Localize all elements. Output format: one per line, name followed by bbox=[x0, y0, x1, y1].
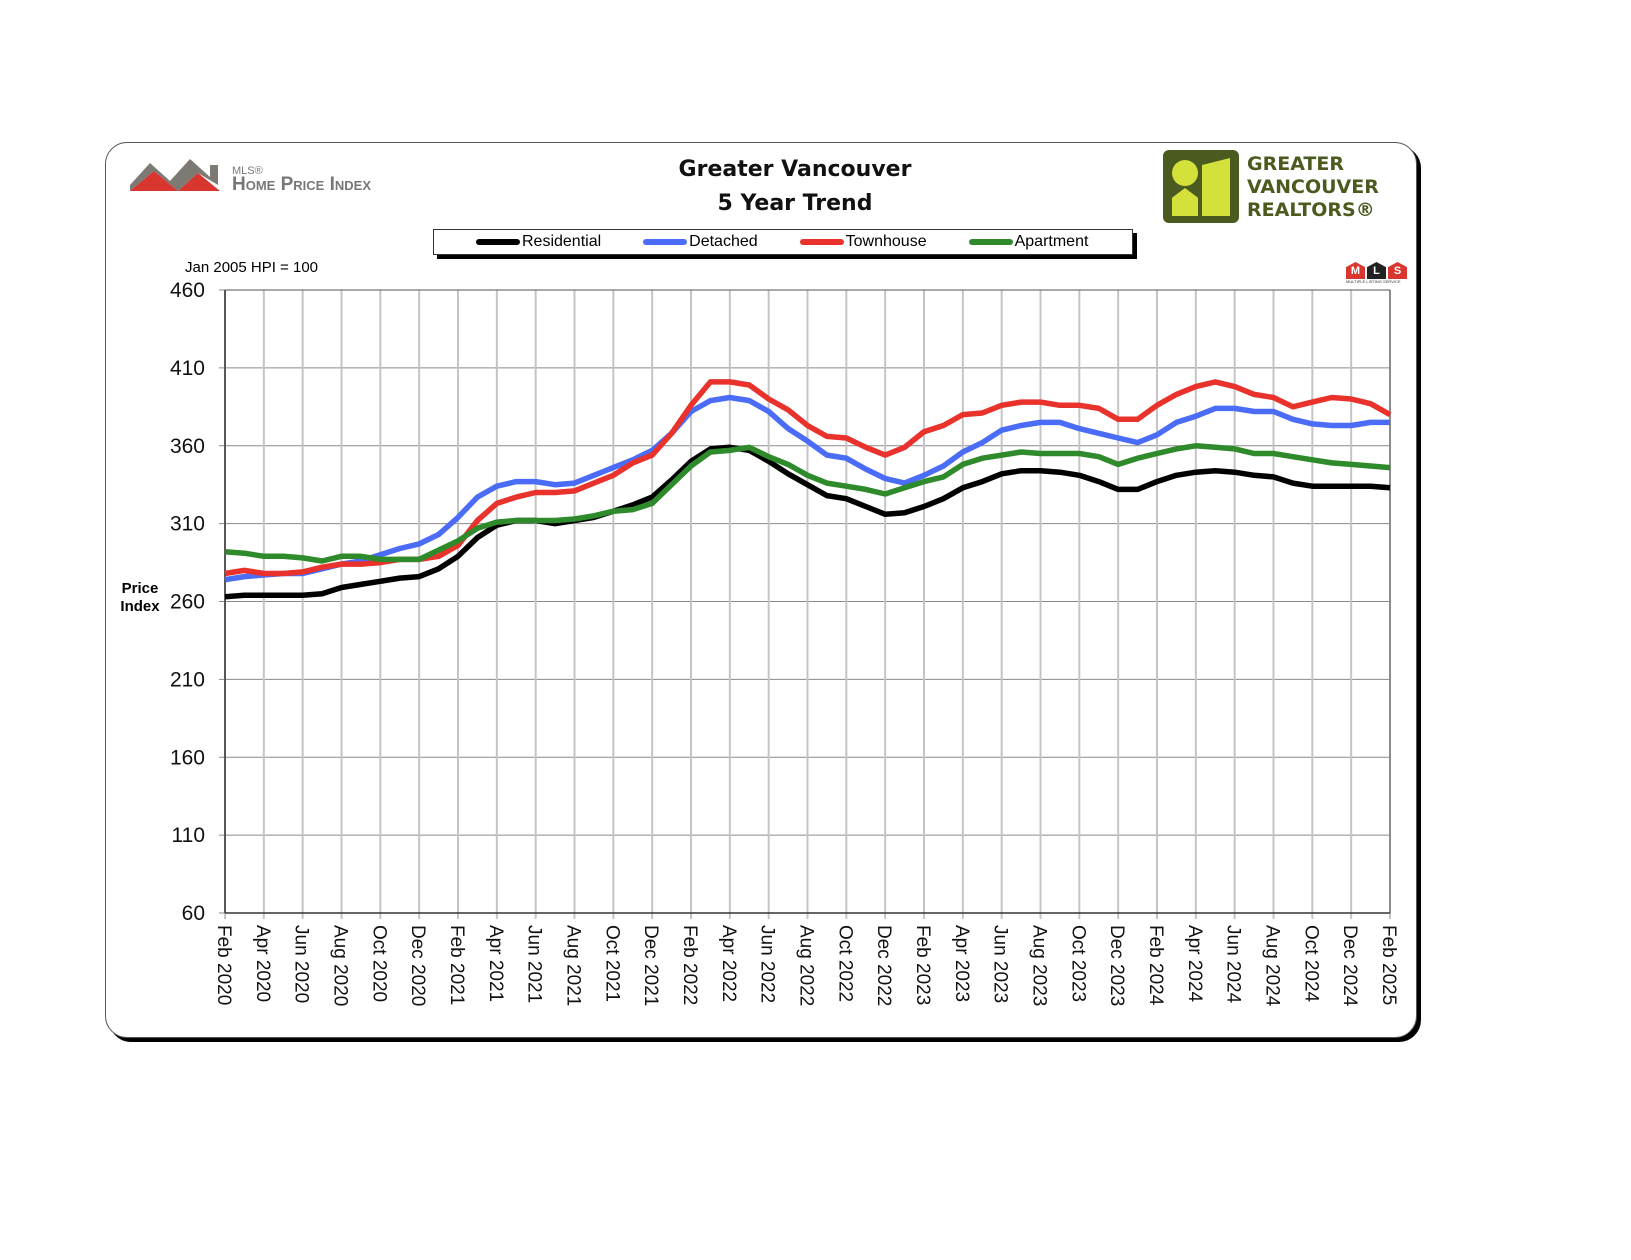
legend-item-detached: Detached bbox=[643, 233, 758, 251]
x-tick-label: Feb 2024 bbox=[1145, 925, 1166, 1006]
x-tick-label: Apr 2023 bbox=[951, 925, 972, 1002]
logo-mls-small: MLS® bbox=[232, 165, 263, 177]
logo-hpi-text: Home Price Index bbox=[232, 174, 371, 195]
chart-title-block: Greater Vancouver 5 Year Trend bbox=[600, 153, 990, 221]
chart-legend: Residential Detached Townhouse Apartment bbox=[433, 229, 1133, 255]
x-tick-label: Jun 2023 bbox=[990, 925, 1011, 1003]
chart-subtitle: 5 Year Trend bbox=[717, 191, 873, 216]
logo-gray-roof-icon bbox=[130, 159, 218, 191]
series-line-detached bbox=[224, 394, 1390, 583]
legend-item-residential: Residential bbox=[476, 233, 601, 251]
y-tick-label: 260 bbox=[170, 591, 205, 614]
x-tick-label: Jun 2020 bbox=[291, 925, 312, 1003]
gvr-logo-text: GREATER VANCOUVER REALTORS® bbox=[1247, 153, 1379, 222]
x-tick-label: Apr 2024 bbox=[1184, 925, 1205, 1003]
logo-red-roof-icon bbox=[130, 171, 220, 191]
gvr-logo-mark bbox=[1163, 150, 1239, 223]
x-tick-label: Feb 2022 bbox=[679, 925, 700, 1005]
x-tick-label: Oct 2022 bbox=[834, 925, 855, 1002]
mls-m-icon: M bbox=[1346, 262, 1365, 279]
legend-swatch bbox=[476, 239, 520, 245]
logo-line-3: REALTORS® bbox=[1247, 199, 1375, 221]
logo-circle-icon bbox=[1172, 160, 1198, 186]
x-tick-label: Feb 2023 bbox=[912, 925, 933, 1005]
x-tick-label: Jun 2024 bbox=[1223, 925, 1244, 1004]
y-tick-label: 360 bbox=[170, 435, 205, 458]
mls-hpi-logo: MLS® Home Price Index bbox=[130, 159, 371, 195]
x-tick-label: Dec 2021 bbox=[640, 925, 661, 1006]
x-tick-label: Feb 2021 bbox=[446, 925, 467, 1005]
legend-swatch bbox=[968, 239, 1013, 245]
x-tick-label: Oct 2021 bbox=[601, 925, 622, 1002]
x-tick-label: Jun 2022 bbox=[757, 925, 778, 1003]
x-tick-label: Dec 2022 bbox=[873, 925, 894, 1006]
logo-line-1: GREATER bbox=[1247, 153, 1345, 175]
x-tick-label: Dec 2020 bbox=[407, 925, 428, 1006]
x-tick-label: Aug 2021 bbox=[563, 925, 584, 1006]
y-tick-label: 110 bbox=[172, 824, 205, 847]
chart-title: Greater Vancouver bbox=[678, 157, 912, 182]
x-tick-label: Dec 2023 bbox=[1106, 925, 1127, 1006]
x-tick-label: Jun 2021 bbox=[524, 925, 545, 1003]
mls-l-icon: L bbox=[1367, 262, 1386, 279]
x-tick-label: Aug 2022 bbox=[796, 925, 817, 1006]
x-tick-label: Aug 2024 bbox=[1262, 925, 1283, 1007]
mls-s-icon: S bbox=[1388, 262, 1407, 279]
legend-label: Townhouse bbox=[845, 233, 927, 250]
legend-swatch bbox=[643, 239, 688, 245]
x-tick-label: Apr 2020 bbox=[252, 925, 273, 1002]
chart-frame bbox=[105, 142, 1417, 1038]
y-tick-label: 160 bbox=[170, 746, 205, 769]
logo-tower-icon bbox=[1202, 158, 1230, 216]
legend-item-apartment: Apartment bbox=[968, 233, 1089, 251]
x-tick-label: Aug 2023 bbox=[1029, 925, 1050, 1006]
x-tick-label: Dec 2024 bbox=[1339, 925, 1360, 1007]
y-axis-label-line1: Price bbox=[121, 580, 159, 597]
x-tick-label: Feb 2025 bbox=[1378, 925, 1399, 1005]
series-line-residential bbox=[224, 444, 1391, 600]
x-tick-label: Oct 2024 bbox=[1300, 925, 1321, 1003]
y-tick-label: 310 bbox=[170, 513, 205, 536]
mls-badge: M L S MULTIPLE LISTING SERVICE bbox=[1346, 262, 1410, 288]
y-axis-label: Price Index bbox=[112, 580, 168, 616]
x-tick-label: Oct 2020 bbox=[368, 925, 389, 1002]
x-tick-label: Aug 2020 bbox=[330, 925, 351, 1006]
legend-swatch bbox=[799, 239, 844, 245]
legend-label: Residential bbox=[522, 233, 602, 250]
x-tick-label: Feb 2020 bbox=[213, 925, 234, 1005]
mls-badge-sub: MULTIPLE LISTING SERVICE bbox=[1346, 279, 1401, 284]
x-tick-label: Apr 2022 bbox=[718, 925, 739, 1002]
legend-label: Apartment bbox=[1014, 233, 1089, 250]
y-tick-label: 460 bbox=[170, 279, 205, 302]
y-tick-label: 210 bbox=[170, 668, 205, 691]
base-note: Jan 2005 HPI = 100 bbox=[185, 259, 319, 276]
logo-line-2: VANCOUVER bbox=[1247, 176, 1379, 198]
y-tick-label: 410 bbox=[170, 357, 205, 380]
x-tick-label: Oct 2023 bbox=[1067, 925, 1088, 1002]
y-axis-label-line2: Index bbox=[120, 598, 160, 615]
legend-item-townhouse: Townhouse bbox=[799, 233, 927, 251]
series-line-apartment bbox=[224, 443, 1391, 564]
y-tick-label: 60 bbox=[182, 902, 205, 925]
x-tick-label: Apr 2021 bbox=[485, 925, 506, 1002]
legend-label: Detached bbox=[689, 233, 758, 250]
